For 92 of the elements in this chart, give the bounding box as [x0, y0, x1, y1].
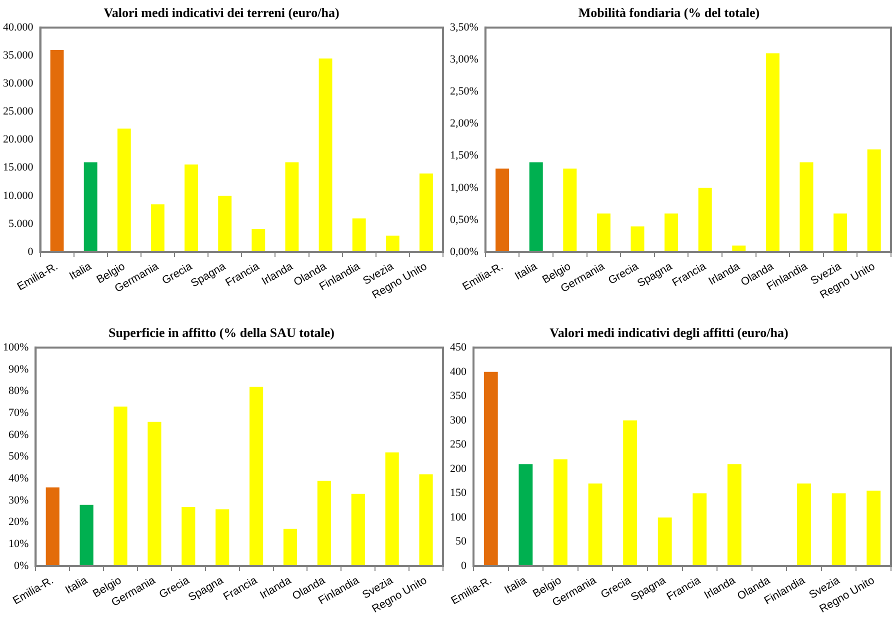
bar [692, 493, 707, 566]
bar [385, 452, 399, 566]
y-tick-label: 350 [450, 390, 467, 402]
bar [283, 528, 298, 566]
bar [351, 494, 365, 566]
bar [866, 490, 881, 566]
bar [698, 188, 712, 252]
y-tick-label: 25.000 [3, 106, 34, 118]
bar [318, 58, 332, 252]
y-tick-label: 0 [28, 246, 34, 258]
y-tick-label: 50 [456, 536, 467, 548]
bar [630, 226, 644, 252]
y-tick-label: 150 [450, 487, 467, 500]
bar [554, 459, 568, 566]
bar [658, 517, 672, 566]
bar [46, 487, 60, 566]
y-tick-label: 80% [8, 385, 29, 398]
y-tick-label: 70% [8, 407, 29, 420]
bar [596, 214, 610, 252]
bar [114, 406, 128, 566]
y-tick-label: 5.000 [8, 218, 34, 230]
bar [117, 128, 131, 252]
y-tick-label: 50% [8, 450, 29, 463]
bar [797, 483, 811, 566]
bar [84, 162, 98, 252]
y-tick-label: 10.000 [3, 190, 34, 202]
y-tick-label: 0% [14, 560, 29, 572]
bar [419, 474, 433, 566]
bar [151, 204, 164, 252]
y-tick-label: 3,50% [450, 21, 478, 34]
x-tick-label: Italia [63, 574, 90, 597]
y-tick-label: 30.000 [3, 78, 34, 90]
bar [386, 236, 400, 252]
bar [182, 507, 196, 566]
chart-title: Superficie in affitto (% della SAU totale) [108, 325, 335, 340]
bar [766, 53, 780, 252]
y-tick-label: 3,00% [450, 54, 478, 66]
bar [623, 420, 638, 566]
y-tick-label: 300 [450, 414, 467, 426]
y-tick-label: 30% [8, 494, 29, 506]
x-tick-label: Italia [67, 260, 94, 283]
bar [184, 164, 198, 252]
bar [148, 422, 162, 566]
bar [80, 504, 94, 566]
y-tick-label: 40.000 [3, 21, 34, 34]
y-tick-label: 400 [450, 366, 467, 378]
x-tick-label: Italia [502, 574, 530, 597]
y-tick-label: 40% [8, 472, 29, 485]
y-tick-label: 0,00% [450, 246, 478, 258]
bar [496, 168, 510, 252]
bar [317, 480, 331, 566]
y-tick-label: 2,00% [450, 118, 478, 130]
bar [834, 214, 848, 252]
bar [484, 372, 498, 566]
y-tick-label: 0,50% [450, 214, 478, 226]
bar [252, 228, 266, 252]
bar [420, 173, 433, 252]
y-tick-label: 100 [450, 511, 467, 524]
bar [800, 162, 814, 252]
y-tick-label: 35.000 [3, 50, 34, 62]
y-tick-label: 250 [450, 438, 467, 451]
bar [50, 50, 64, 252]
bar [664, 214, 678, 252]
y-tick-label: 200 [450, 462, 467, 475]
bar [218, 196, 232, 252]
y-tick-label: 0 [461, 560, 467, 572]
y-tick-label: 100% [2, 341, 29, 354]
y-tick-label: 450 [450, 341, 467, 354]
y-tick-label: 20% [8, 516, 29, 528]
bar [563, 168, 577, 252]
chart-title: Valori medi indicativi degli affitti (euro/ha) [550, 325, 788, 340]
bar [588, 483, 602, 566]
y-tick-label: 90% [8, 363, 29, 376]
bar [250, 386, 264, 566]
y-tick-label: 60% [8, 428, 29, 441]
bar [518, 464, 533, 566]
chart-title: Mobilità fondiaria (% del totale) [578, 5, 760, 20]
y-tick-label: 1,00% [450, 182, 478, 194]
bar [352, 218, 366, 252]
bar [832, 493, 846, 566]
y-tick-label: 2,50% [450, 86, 478, 98]
y-tick-label: 10% [8, 538, 29, 550]
y-tick-label: 1,50% [450, 150, 478, 162]
y-tick-label: 20.000 [3, 134, 34, 146]
bar [529, 162, 543, 252]
bar [727, 464, 742, 566]
bar [867, 149, 881, 252]
bar [216, 509, 230, 566]
y-tick-label: 15.000 [3, 162, 34, 174]
bar [285, 162, 299, 252]
x-tick-label: Italia [512, 260, 540, 283]
chart-title: Valori medi indicativi dei terreni (euro/ha) [104, 5, 340, 20]
